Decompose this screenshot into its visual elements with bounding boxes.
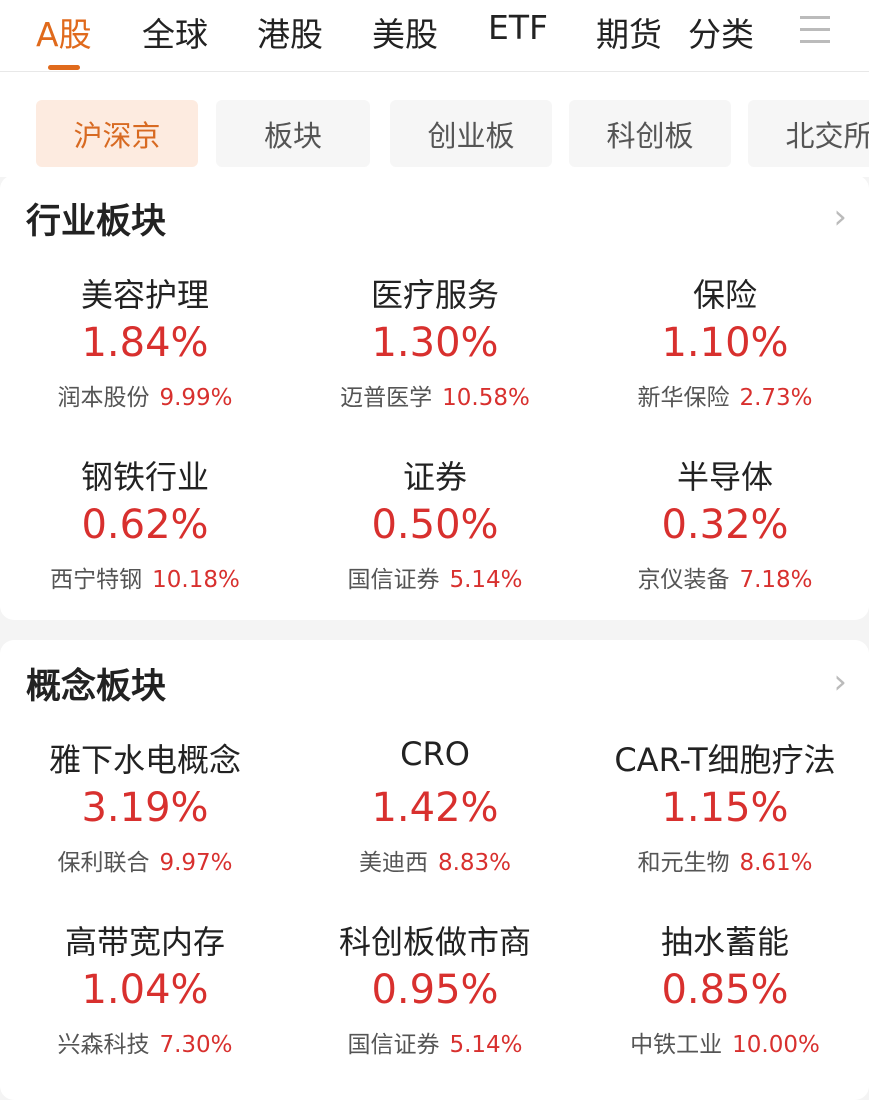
leading-stock-name: 和元生物	[637, 850, 730, 876]
leading-stock-name: 兴森科技	[57, 1032, 150, 1058]
sector-change: 1.84%	[81, 320, 209, 366]
leading-stock-change: 5.14%	[449, 1032, 523, 1058]
sector-change: 3.19%	[81, 785, 209, 831]
sector-item[interactable]: 雅下水电概念 3.19% 保利联合 9.97%	[0, 735, 290, 877]
tab-a-shares[interactable]: A股	[36, 15, 92, 54]
market-tabs: A股 全球 港股 美股 ETF 期货 分类	[0, 0, 869, 72]
sector-item[interactable]: 医疗服务 1.30% 迈普医学 10.58%	[290, 270, 580, 412]
leading-stock-name: 保利联合	[57, 850, 150, 876]
leading-stock: 美迪西 8.83%	[290, 843, 580, 877]
leading-stock: 保利联合 9.97%	[0, 843, 290, 877]
tab-etf[interactable]: ETF	[488, 8, 548, 47]
leading-stock-name: 中铁工业	[630, 1032, 723, 1058]
concept-sector-card: 概念板块 › 雅下水电概念 3.19% 保利联合 9.97% CRO 1.42% 美…	[0, 640, 869, 1100]
sector-item[interactable]: 半导体 0.32% 京仪装备 7.18%	[580, 452, 869, 594]
sector-name: 美容护理	[80, 276, 209, 314]
sector-name: 科创板做市商	[338, 923, 531, 961]
leading-stock-name: 润本股份	[57, 385, 150, 411]
leading-stock-change: 10.58%	[442, 385, 530, 411]
tab-hk[interactable]: 港股	[257, 15, 323, 54]
leading-stock-change: 8.83%	[437, 850, 512, 876]
sector-change: 1.15%	[661, 785, 789, 831]
section-title: 行业板块	[26, 202, 167, 242]
sector-change: 1.30%	[371, 320, 499, 366]
sector-name: 高带宽内存	[64, 923, 225, 961]
leading-stock: 国信证券 5.14%	[290, 560, 580, 594]
leading-stock-name: 美迪西	[358, 850, 428, 876]
sector-item[interactable]: 抽水蓄能 0.85% 中铁工业 10.00%	[580, 917, 869, 1059]
sector-item[interactable]: 高带宽内存 1.04% 兴森科技 7.30%	[0, 917, 290, 1059]
leading-stock-name: 京仪装备	[637, 567, 730, 593]
leading-stock: 和元生物 8.61%	[580, 843, 869, 877]
sector-name: 抽水蓄能	[660, 923, 789, 961]
tab-us[interactable]: 美股	[372, 15, 438, 54]
sector-change: 0.62%	[81, 502, 209, 548]
chevron-right-icon[interactable]: ›	[833, 197, 847, 237]
sector-change: 1.42%	[371, 785, 499, 831]
leading-stock-change: 7.18%	[739, 567, 813, 593]
leading-stock-change: 10.18%	[152, 567, 240, 593]
sector-change: 0.50%	[371, 502, 499, 548]
tab-global[interactable]: 全球	[142, 15, 208, 54]
sector-name: 半导体	[676, 458, 773, 496]
leading-stock-name: 迈普医学	[340, 385, 433, 411]
sector-change: 0.95%	[371, 967, 499, 1013]
tab-futures[interactable]: 期货	[596, 15, 662, 54]
leading-stock-name: 新华保险	[637, 385, 730, 411]
leading-stock-name: 国信证券	[347, 1032, 440, 1058]
sector-name: 保险	[692, 276, 757, 314]
leading-stock-name: 国信证券	[347, 567, 440, 593]
sector-change: 0.85%	[661, 967, 789, 1013]
subtab-sectors[interactable]: 板块	[216, 100, 370, 167]
sector-change: 1.04%	[81, 967, 209, 1013]
leading-stock: 国信证券 5.14%	[290, 1025, 580, 1059]
sector-change: 0.32%	[661, 502, 789, 548]
sector-change: 1.10%	[661, 320, 789, 366]
leading-stock-change: 7.30%	[159, 1032, 233, 1058]
leading-stock-change: 8.61%	[739, 850, 813, 876]
section-title: 概念板块	[26, 667, 167, 707]
leading-stock-change: 9.99%	[159, 385, 233, 411]
leading-stock: 京仪装备 7.18%	[580, 560, 869, 594]
leading-stock: 迈普医学 10.58%	[290, 378, 580, 412]
sector-name: 钢铁行业	[80, 458, 209, 496]
sector-item[interactable]: CRO 1.42% 美迪西 8.83%	[290, 735, 580, 877]
sector-name: CAR-T细胞疗法	[614, 741, 836, 779]
leading-stock-change: 10.00%	[732, 1032, 820, 1058]
leading-stock: 润本股份 9.99%	[0, 378, 290, 412]
sector-name: 证券	[402, 458, 467, 496]
sector-item[interactable]: 科创板做市商 0.95% 国信证券 5.14%	[290, 917, 580, 1059]
subtab-hushenjing[interactable]: 沪深京	[36, 100, 198, 167]
sub-tabs: 沪深京 板块 创业板 科创板 北交所	[0, 72, 869, 177]
active-tab-indicator	[48, 65, 80, 70]
menu-icon[interactable]	[800, 16, 830, 52]
subtab-star[interactable]: 科创板	[569, 100, 731, 167]
sector-name: 雅下水电概念	[48, 741, 241, 779]
leading-stock: 西宁特钢 10.18%	[0, 560, 290, 594]
tab-category[interactable]: 分类	[688, 15, 754, 54]
sector-item[interactable]: 钢铁行业 0.62% 西宁特钢 10.18%	[0, 452, 290, 594]
sector-item[interactable]: 证券 0.50% 国信证券 5.14%	[290, 452, 580, 594]
chevron-right-icon[interactable]: ›	[833, 662, 847, 702]
leading-stock-change: 5.14%	[449, 567, 523, 593]
leading-stock-name: 西宁特钢	[50, 567, 143, 593]
leading-stock: 兴森科技 7.30%	[0, 1025, 290, 1059]
sector-item[interactable]: 保险 1.10% 新华保险 2.73%	[580, 270, 869, 412]
subtab-chinext[interactable]: 创业板	[390, 100, 552, 167]
subtab-bse[interactable]: 北交所	[748, 100, 869, 167]
industry-sector-card: 行业板块 › 美容护理 1.84% 润本股份 9.99% 医疗服务 1.30% 迈普…	[0, 175, 869, 620]
sector-item[interactable]: CAR-T细胞疗法 1.15% 和元生物 8.61%	[580, 735, 869, 877]
leading-stock-change: 9.97%	[159, 850, 233, 876]
leading-stock: 新华保险 2.73%	[580, 378, 869, 412]
leading-stock: 中铁工业 10.00%	[580, 1025, 869, 1059]
sector-name: CRO	[400, 735, 470, 773]
leading-stock-change: 2.73%	[739, 385, 813, 411]
sector-name: 医疗服务	[370, 276, 499, 314]
sector-item[interactable]: 美容护理 1.84% 润本股份 9.99%	[0, 270, 290, 412]
